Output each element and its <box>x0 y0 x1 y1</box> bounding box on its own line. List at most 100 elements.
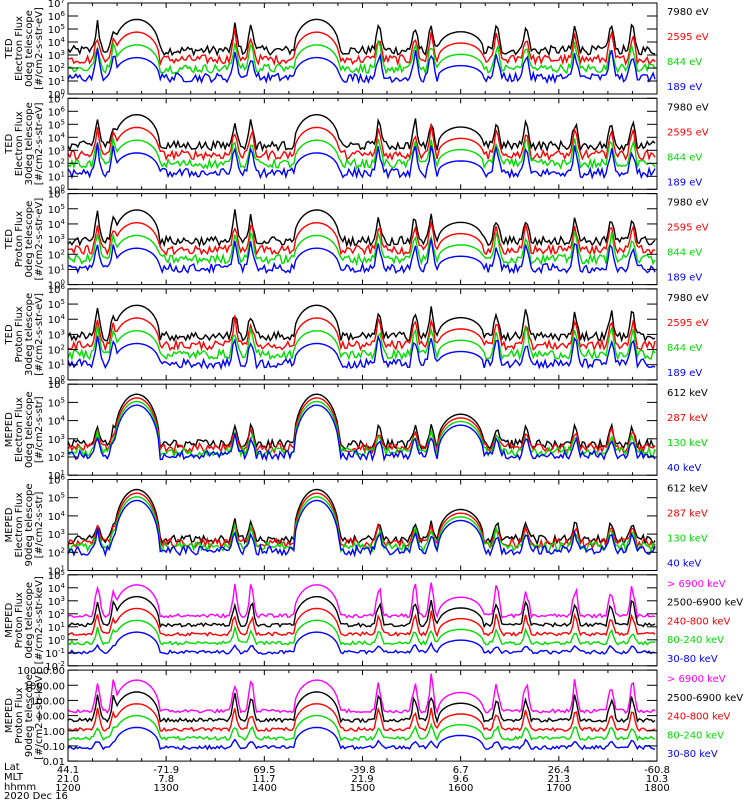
y-tick-exponent: 7 <box>61 92 65 100</box>
series--6900-kev <box>68 673 656 715</box>
series-287-kev <box>68 397 656 455</box>
y-axis-label-line: 30deg telescope <box>24 293 35 376</box>
series-2500-6900-kev <box>68 691 656 725</box>
y-tick-label: 104 <box>48 582 66 595</box>
y-tick-exponent: 6 <box>61 188 66 196</box>
y-tick-label: 102 <box>48 451 65 464</box>
series-2595-ev <box>68 124 656 162</box>
x-tick-label-lat: -39.8 <box>350 765 376 776</box>
legend-entry: 189 eV <box>667 82 702 93</box>
x-tick-label-lat: -71.9 <box>153 765 179 776</box>
y-tick-exponent: 6 <box>61 474 66 482</box>
series-80-240-kev <box>68 619 656 646</box>
y-axis-label-line: MEPED <box>4 698 15 733</box>
y-axis-label-line: [#/cm2-s-str] <box>34 396 45 463</box>
legend-entry: 240-800 keV <box>667 712 731 723</box>
y-tick-exponent: 3 <box>61 528 65 536</box>
y-axis-label-line: [#/cm2-s-str-eV] <box>34 198 45 281</box>
y-tick-exponent: -2 <box>58 660 65 668</box>
x-tick-label-mlt: 9.6 <box>453 774 469 785</box>
y-tick-label: 10000.00 <box>17 666 65 677</box>
y-axis-label-line: 0deg telescope <box>24 10 35 87</box>
y-tick-exponent: 1 <box>61 170 65 178</box>
y-axis-label-line: Electron Flux <box>14 397 25 462</box>
series-7980-ev <box>68 209 656 249</box>
y-tick-exponent: 2 <box>61 344 65 352</box>
series-240-800-kev <box>68 607 656 638</box>
y-tick-label: 105 <box>48 203 65 216</box>
legend-entry: 2500-6900 keV <box>667 598 743 609</box>
panel-data <box>68 18 656 85</box>
date-label: 2020 Dec 16 <box>4 791 68 800</box>
legend-entry: 612 keV <box>667 484 708 495</box>
y-tick-label: 101 <box>48 170 65 183</box>
y-tick-label: 102 <box>48 608 65 621</box>
y-tick-exponent: 4 <box>61 36 66 44</box>
legend-entry: 30-80 keV <box>667 654 718 665</box>
x-tick-label-mlt: 11.7 <box>253 774 275 785</box>
legend-entry: 130 keV <box>667 438 708 449</box>
y-tick-label: 102 <box>48 62 65 75</box>
y-tick-label: 105 <box>48 569 65 582</box>
y-tick-label: 1.00 <box>43 727 65 738</box>
series-612-kev <box>68 488 656 547</box>
legend-entry: > 6900 keV <box>667 579 726 590</box>
series-2500-6900-kev <box>68 595 656 629</box>
y-axis-label-line: [#/cm2-s-str-keV] <box>34 671 45 759</box>
series-844-ev <box>68 324 656 362</box>
y-tick-label: 104 <box>48 510 66 523</box>
y-tick-label: 102 <box>48 157 65 170</box>
x-tick-label-hhmm: 1800 <box>644 783 669 794</box>
y-tick-exponent: 4 <box>61 582 66 590</box>
x-tick-label-hhmm: 1600 <box>448 783 473 794</box>
y-tick-exponent: 5 <box>61 569 65 577</box>
legend-entry: 844 eV <box>667 248 702 259</box>
y-tick-exponent: 5 <box>61 118 65 126</box>
y-tick-label: 0.10 <box>43 742 65 753</box>
y-axis-label-line: TED <box>4 324 15 345</box>
legend-entry: 287 keV <box>667 413 708 424</box>
series-2595-ev <box>68 221 656 257</box>
series-80-240-kev <box>68 714 656 742</box>
legend-entry: 2595 eV <box>667 127 709 138</box>
y-axis-label-line: [#/cm2-s-str-eV] <box>34 293 45 376</box>
y-tick-exponent: 4 <box>61 131 66 139</box>
y-tick-exponent: 4 <box>61 415 66 423</box>
y-tick-exponent: 1 <box>61 75 65 83</box>
y-axis-label-line: Electron Flux <box>14 111 25 176</box>
y-tick-exponent: 2 <box>61 248 65 256</box>
y-tick-label: 105 <box>48 396 65 409</box>
y-tick-label: 100.00 <box>30 696 65 707</box>
series-40-kev <box>68 499 656 558</box>
y-tick-label: 104 <box>48 36 66 49</box>
legend-entry: 2595 eV <box>667 223 709 234</box>
y-tick-label: 104 <box>48 218 66 231</box>
legend-entry: 7980 eV <box>667 102 709 113</box>
legend-entry: 7980 eV <box>667 7 709 18</box>
series-240-800-kev <box>68 703 656 733</box>
legend-entry: 844 eV <box>667 343 702 354</box>
legend-entry: 612 keV <box>667 388 708 399</box>
legend-entry: 844 eV <box>667 152 702 163</box>
y-axis-label-line: Electron Flux <box>14 492 25 557</box>
panel-frame <box>67 193 658 286</box>
y-tick-label: 101 <box>48 75 65 88</box>
legend-entry: 40 keV <box>667 463 701 474</box>
panel-data <box>68 673 656 751</box>
legend-entry: 240-800 keV <box>667 616 731 627</box>
y-tick-exponent: 3 <box>61 595 65 603</box>
y-tick-exponent: 0 <box>61 88 65 96</box>
legend-entry: > 6900 keV <box>667 674 726 685</box>
series-7980-ev <box>68 113 656 153</box>
y-tick-label: 106 <box>48 283 66 296</box>
y-axis-label-line: 0deg telescope <box>24 582 35 659</box>
y-axis-label-line: 30deg telescope <box>24 102 35 185</box>
y-axis-label-line: 0deg telescope <box>24 201 35 278</box>
y-tick-label: 105 <box>48 23 65 36</box>
x-tick-label-hhmm: 1400 <box>252 783 277 794</box>
legend-entry: 189 eV <box>667 177 702 188</box>
series-7980-ev <box>68 304 656 343</box>
